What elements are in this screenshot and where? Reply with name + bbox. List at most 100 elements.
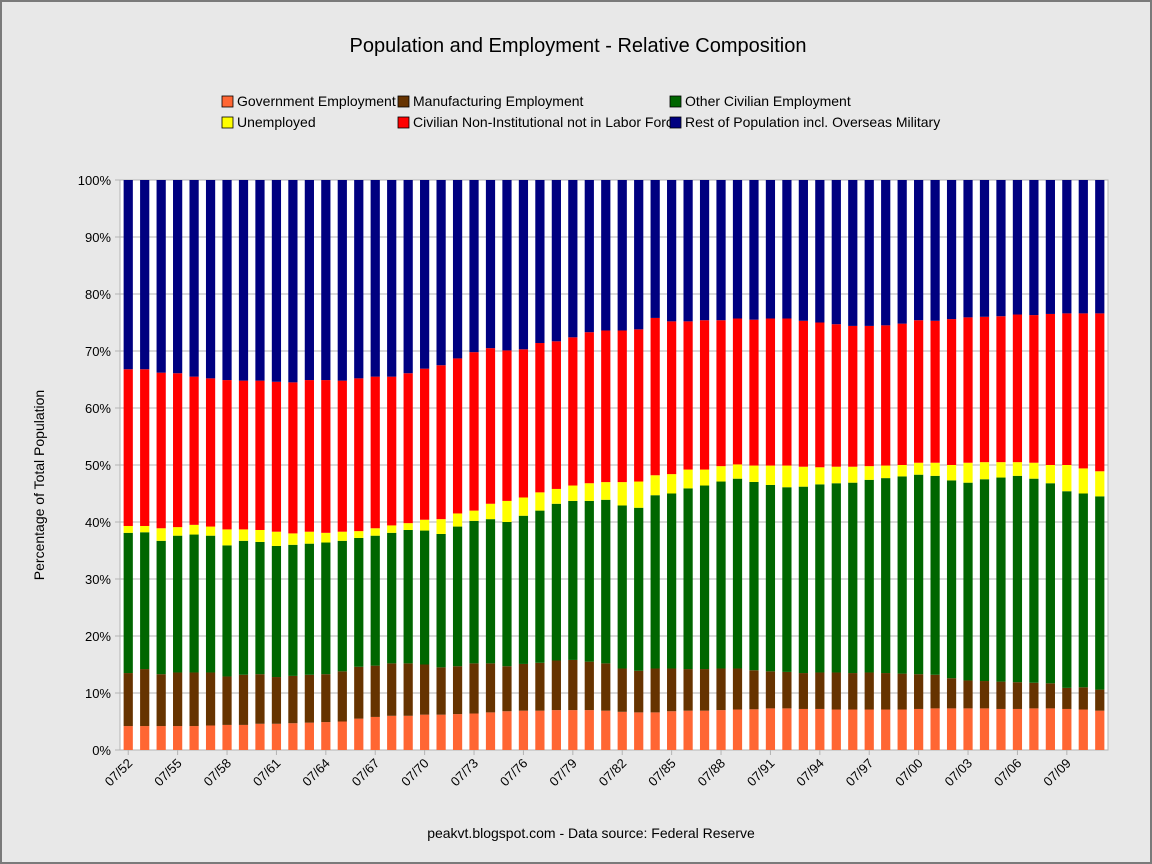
bar-segment [732,709,743,750]
bar-segment [551,180,561,342]
bar-segment [238,380,249,530]
bar-segment [304,380,314,532]
bar-segment [1029,315,1039,463]
bar-segment [699,710,710,750]
bar-segment [238,180,249,381]
bar-segment [321,180,331,381]
y-tick-label: 50% [85,458,111,473]
bar-segment [1095,689,1105,711]
bar-segment [173,672,183,727]
bar-segment [173,726,183,750]
x-tick-label: 07/73 [448,756,482,790]
bar-segment [996,708,1006,750]
legend-swatch [669,95,682,108]
bar-segment [667,668,677,712]
bar-segment [452,666,463,715]
bar-segment [535,180,545,344]
bar-segment [815,180,825,323]
bar-segment [683,669,693,711]
bar-segment [403,373,413,524]
bar-segment [403,523,413,530]
y-axis-label: Percentage of Total Population [31,390,47,580]
y-tick-label: 20% [85,629,111,644]
bar-segment [1078,180,1088,314]
bar-segment [864,325,874,467]
bar-segment [881,478,891,674]
bar-segment [140,532,150,670]
x-tick-label: 07/52 [102,756,136,790]
bar-segment [584,332,594,484]
x-tick-label: 07/58 [201,756,235,790]
bar-segment [749,481,759,671]
bar-segment [798,708,808,750]
bar-segment [337,671,347,722]
bar-segment [683,710,693,750]
bar-segment [140,369,150,526]
bar-segment [979,479,990,682]
bar-segment [238,724,249,750]
bar-segment [979,708,990,750]
y-tick-label: 0% [92,743,111,758]
bar-segment [1095,496,1105,690]
bar-segment [123,532,133,674]
bar-segment [1062,708,1072,750]
bar-segment [485,663,496,713]
bar-segment [452,513,463,527]
bar-segment [1012,475,1023,683]
bar-segment [370,528,380,536]
x-tick-label: 07/03 [942,756,976,790]
bar-segment [255,674,265,724]
bar-segment [156,372,166,529]
bar-segment [732,318,743,465]
bar-segment [370,376,380,529]
bar-segment [1062,313,1072,465]
x-axis-ticks: 07/52 07/55 07/58 07/61 07/64 07/67 07/70 07/73… [102,750,1074,789]
bar-segment [946,465,957,481]
bar-segment [963,180,973,318]
bar-segment [568,485,578,501]
bar-segment [1062,687,1072,709]
bar-segment [518,497,529,516]
bar-segment [123,369,133,526]
x-tick-label: 07/06 [991,756,1025,790]
y-tick-label: 10% [85,686,111,701]
bar-segment [831,324,841,467]
bar-segment [1095,471,1105,497]
bar-segment [798,180,808,321]
bar-segment [238,529,249,541]
x-tick-label: 07/55 [151,756,185,790]
bar-segment [749,319,759,466]
bar-segment [946,480,957,679]
bar-segment [568,180,578,338]
bar-segment [452,526,463,667]
bar-segment [551,503,561,661]
bar-segment [996,462,1006,478]
bar-segment [436,714,446,750]
bar-segment [370,535,380,666]
bar-segment [765,318,776,466]
bar-segment [1095,313,1105,472]
bar-segment [617,668,627,712]
bar-segment [864,672,874,710]
bar-segment [452,180,463,359]
bar-segment [469,510,479,521]
bar-segment [996,681,1006,709]
bar-segment [946,319,957,465]
bar-segment [337,531,347,541]
bar-segment [222,380,232,530]
bar-segment [798,673,808,709]
bar-segment [271,531,282,546]
bar-segment [173,527,183,536]
bar-segment [370,180,380,377]
bar-segment [173,535,183,673]
x-tick-label: 07/82 [596,756,630,790]
bar-segment [1029,462,1039,479]
bar-segment [667,180,677,322]
bar-segment [403,663,413,716]
x-tick-label: 07/91 [744,756,778,790]
legend-entry: Other Civilian Employment [685,93,851,109]
bar-segment [683,180,693,322]
bar-segment [255,380,265,530]
bar-segment [205,526,216,536]
bar-segment [485,712,496,750]
